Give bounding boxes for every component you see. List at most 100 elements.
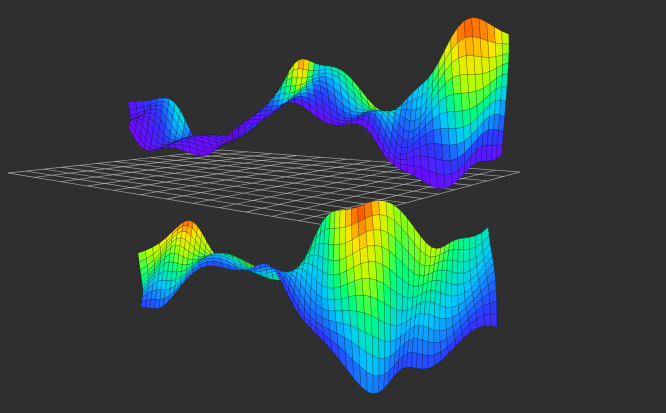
surface-facet: [434, 143, 444, 161]
surface-facet: [435, 158, 445, 176]
surface-facet: [365, 351, 374, 376]
surface-facet: [439, 111, 449, 129]
surface-facet: [421, 354, 429, 370]
surface-facet: [490, 313, 498, 328]
surface-facet: [441, 269, 448, 283]
surface-facet: [439, 318, 447, 332]
surface-facet: [324, 65, 332, 70]
surface-facet: [471, 17, 481, 39]
surface-facet: [489, 301, 498, 315]
surface-facet: [439, 305, 446, 320]
surface-facet: [473, 55, 483, 75]
surface-facet: [390, 324, 397, 342]
surface-facet: [377, 299, 385, 323]
surface-facet: [463, 249, 470, 262]
surface-facet: [127, 101, 137, 110]
surface-facet: [396, 309, 403, 326]
surface-facet: [463, 237, 470, 250]
surface-facet: [460, 92, 470, 112]
surface-facet: [502, 43, 510, 56]
surface-facet: [469, 235, 476, 250]
surface-facet: [361, 278, 371, 297]
surface-facet: [495, 144, 503, 160]
surface-facet: [446, 270, 453, 285]
surface-facet: [433, 128, 442, 145]
surface-facet: [441, 144, 451, 161]
surface-facet: [327, 299, 336, 312]
surface-facet: [436, 173, 446, 189]
surface-facet: [364, 201, 373, 219]
surface-facet: [400, 147, 408, 155]
surface-facet: [321, 285, 329, 301]
surface-facet: [327, 259, 334, 276]
surface-facet: [339, 209, 346, 229]
surface-facet: [364, 215, 374, 233]
surface-facet: [341, 296, 350, 312]
surface-facet: [333, 227, 340, 246]
surface-facet: [452, 74, 462, 95]
surface-facet: [333, 273, 341, 289]
surface-facet: [322, 257, 329, 275]
surface-facet: [354, 278, 364, 296]
surface-facet: [445, 307, 453, 320]
surface-facet: [359, 246, 369, 264]
surface-facet: [422, 325, 429, 343]
upper-surface: [127, 17, 510, 189]
surface-facet: [384, 302, 391, 326]
surface-facet: [451, 283, 458, 297]
surface-facet: [371, 315, 379, 340]
surface-facet: [472, 36, 482, 58]
surface-facet: [378, 319, 386, 342]
surface-facet: [347, 280, 356, 298]
surface-facet: [363, 294, 372, 317]
surface-facet: [327, 274, 335, 289]
surface-facet: [448, 128, 458, 146]
surface-facet: [451, 271, 458, 285]
surface-facet: [464, 17, 473, 38]
surface-facet: [440, 280, 447, 296]
surface-facet: [372, 214, 381, 231]
surface-facet: [454, 110, 464, 129]
surface-facet: [422, 339, 429, 356]
surface-facet: [373, 229, 383, 247]
surface-facet: [401, 138, 409, 148]
surface-facet: [416, 353, 423, 370]
surface-facet: [384, 340, 391, 359]
surface-facet: [428, 314, 435, 331]
surface-facet: [384, 322, 391, 342]
surface-facet: [322, 243, 329, 261]
surface-facet: [372, 335, 380, 359]
surface-facet: [333, 244, 340, 261]
surface-facet: [411, 352, 418, 369]
surface-facet: [445, 294, 452, 308]
surface-facet: [457, 249, 464, 262]
surface-facet: [327, 243, 335, 261]
surface-facet: [390, 306, 397, 326]
surface-facet: [333, 286, 342, 301]
surface-facet: [451, 260, 458, 274]
surface-facet: [348, 295, 358, 312]
surface-facet: [440, 128, 450, 146]
surface-facet: [360, 261, 370, 279]
surface-facet: [407, 283, 414, 299]
surface-facet: [339, 226, 346, 245]
surface-facet: [445, 282, 452, 297]
surface-facet: [402, 296, 409, 312]
surface-facet: [446, 111, 457, 129]
surface-facet: [495, 42, 503, 57]
surface-facet: [434, 303, 441, 319]
surface-facet: [426, 143, 436, 159]
surface-facet: [378, 200, 388, 217]
surface-facet: [452, 249, 459, 262]
surface-facet: [206, 261, 216, 267]
surface-facet: [458, 55, 468, 76]
grid-line: [298, 169, 496, 222]
surface-facet: [453, 93, 463, 112]
surface-facet: [427, 327, 435, 344]
surface-facet: [433, 329, 441, 344]
surface-facet: [339, 242, 347, 261]
surface-facet: [498, 114, 505, 132]
surface-facet: [487, 40, 497, 58]
surface-facet: [365, 229, 375, 247]
